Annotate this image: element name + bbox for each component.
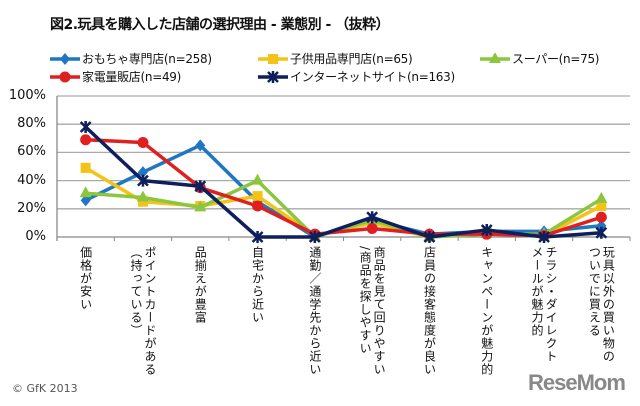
legend-item: スーパー(n=75) (480, 50, 599, 67)
data-point (195, 139, 206, 152)
data-point (538, 231, 550, 243)
data-point (308, 231, 321, 243)
legend-swatch-icon (258, 53, 288, 64)
legend-swatch-icon (480, 52, 510, 63)
data-point (194, 180, 207, 193)
x-tick-label: 通勤／通学先から近い (307, 246, 322, 376)
legend-marker (60, 52, 70, 65)
data-point (267, 70, 279, 83)
legend-item: 家電量販店(n=49) (50, 68, 181, 85)
x-tick-label: 品揃えが豊富 (193, 246, 208, 324)
data-point (423, 231, 436, 243)
x-tick-label: チラシ・ダイレクト メールが魅力的 (530, 246, 559, 363)
series-4 (79, 121, 608, 243)
y-tick-label: 60% (17, 144, 46, 160)
legend-label: 家電量販店(n=49) (82, 70, 181, 84)
data-point (80, 194, 91, 207)
data-point (137, 166, 148, 179)
data-point (137, 137, 149, 149)
data-point (137, 196, 148, 207)
y-tick-label: 80% (17, 116, 46, 132)
legend-marker (489, 52, 501, 63)
y-tick-label: 40% (17, 172, 46, 188)
legend-item: インターネットサイト(n=163) (258, 68, 455, 85)
data-point (595, 191, 608, 203)
data-point (251, 173, 264, 185)
data-point (194, 200, 207, 212)
x-tick-label: 玩具以外の買い物の ついでに買える (587, 246, 616, 363)
data-point (80, 134, 92, 146)
legend-swatch-icon (50, 71, 80, 82)
data-point (595, 211, 607, 223)
data-point (79, 121, 92, 134)
legend-swatch-icon (258, 70, 288, 83)
x-tick-label: 価格が安い (78, 246, 93, 311)
legend-label: 子供用品専門店(n=65) (290, 52, 413, 66)
data-point (80, 162, 91, 173)
data-point (596, 200, 607, 211)
data-point (366, 211, 379, 224)
x-tick-label: 商品を見て回りやすい /商品を探しやすい (358, 246, 387, 376)
resemom-logo: ReseMom (528, 370, 626, 395)
series-line (85, 137, 602, 238)
data-point (59, 71, 71, 82)
data-point (136, 190, 149, 202)
data-point (268, 53, 278, 64)
y-tick-label: 0% (25, 229, 46, 244)
data-point (480, 223, 493, 236)
legend-label: インターネットサイト(n=163) (290, 70, 455, 84)
legend-swatch-icon (50, 52, 80, 65)
y-tick-label: 20% (17, 200, 46, 216)
data-point (366, 223, 378, 235)
copyright: © GfK 2013 (12, 382, 78, 395)
chart-title: 図2.玩具を購入した店舗の選択理由 - 業態別 - （抜粋） (50, 17, 390, 33)
legend-item: 子供用品専門店(n=65) (258, 50, 413, 67)
x-tick-label: ポイントカードがある （持っている） (128, 246, 157, 376)
y-tick-label: 100% (8, 88, 46, 103)
data-point (595, 226, 608, 239)
legend-label: おもちゃ専門店(n=258) (82, 52, 212, 66)
x-tick-label: 自宅から近い (250, 246, 265, 324)
series-line (84, 125, 602, 239)
x-tick-label: キャンペーンが魅力的 (479, 246, 494, 376)
data-point (79, 186, 92, 198)
data-point (489, 52, 501, 63)
data-point (60, 52, 70, 65)
data-point (252, 200, 264, 212)
x-tick-label: 店員の接客態度が良い (422, 246, 437, 376)
legend-label: スーパー(n=75) (512, 52, 600, 66)
data-point (251, 231, 264, 243)
legend-marker (59, 71, 71, 82)
legend-item: おもちゃ専門店(n=258) (50, 50, 212, 67)
legend-marker (267, 70, 279, 83)
legend-marker (268, 53, 278, 64)
series-3 (80, 134, 607, 242)
data-point (252, 191, 263, 202)
data-point (137, 174, 149, 187)
